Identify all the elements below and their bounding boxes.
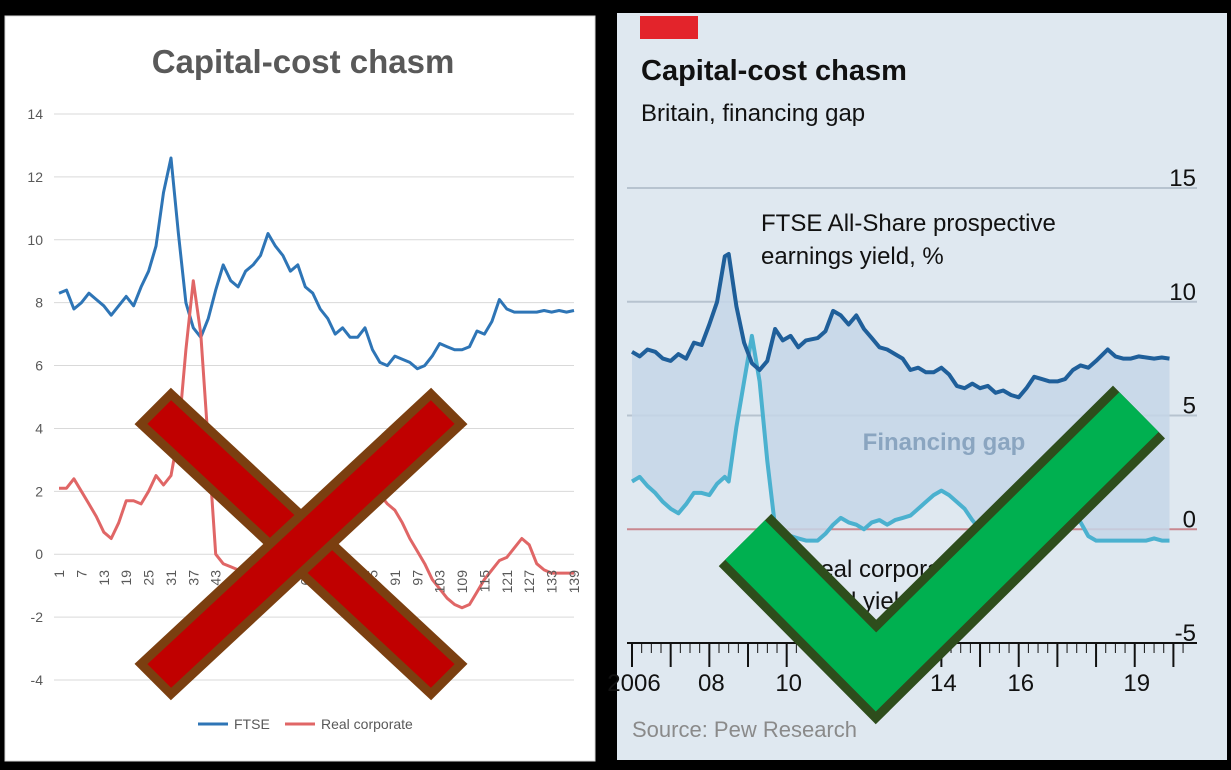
- right-x-tick-label-16: 16: [1007, 670, 1034, 697]
- left-y-tick-6: 6: [35, 358, 43, 374]
- left-legend: FTSE Real corporate: [198, 716, 413, 732]
- left-x-tick-91: 91: [387, 570, 403, 586]
- cross-mark-icon: [134, 387, 468, 701]
- left-y-tick-2: -2: [31, 609, 44, 625]
- left-y-tick-12: 12: [27, 169, 43, 185]
- right-chart-subtitle: Britain, financing gap: [641, 100, 865, 127]
- legend-label-ftse: FTSE: [234, 716, 270, 732]
- left-chart-background: [4, 15, 596, 762]
- right-x-tick-label-2006: 2006: [607, 670, 660, 697]
- left-x-tick-31: 31: [163, 570, 179, 586]
- left-chart-panel: Capital-cost chasm -4 -2 0 2 4 6 8 10 12 14 1 7 13 1…: [4, 15, 596, 762]
- right-y-tick-5: 5: [1183, 393, 1196, 420]
- left-y-tick-14: 14: [27, 106, 43, 122]
- left-x-tick-7: 7: [73, 570, 89, 578]
- right-x-tick-label-14: 14: [930, 670, 957, 697]
- left-x-tick-115: 115: [476, 570, 492, 593]
- left-y-tick-4: -4: [31, 672, 44, 688]
- left-x-tick-43: 43: [208, 570, 224, 586]
- ftse-series-label-line-2: earnings yield, %: [761, 243, 944, 270]
- right-x-tick-label-10: 10: [775, 670, 802, 697]
- left-x-tick-133: 133: [544, 570, 560, 594]
- left-y-tick-2: 2: [35, 483, 43, 499]
- right-y-tick-0: 0: [1183, 506, 1196, 533]
- left-x-tick-13: 13: [96, 570, 112, 586]
- left-series-line-ftse: [58, 156, 575, 371]
- left-y-tick-4: 4: [35, 420, 43, 436]
- left-y-tick-8: 8: [35, 295, 43, 311]
- accent-tag: [640, 16, 698, 39]
- left-x-tick-1: 1: [51, 570, 67, 578]
- ftse-series-label-line-1: FTSE All-Share prospective: [761, 210, 1056, 237]
- right-x-tick-label-19: 19: [1123, 670, 1150, 697]
- right-series-line-ftse-all-share-prospective-earnings-yield: [630, 252, 1170, 400]
- right-y-tick-5: -5: [1175, 620, 1196, 647]
- left-x-tick-121: 121: [499, 570, 515, 594]
- right-x-tick-label-08: 08: [698, 670, 725, 697]
- left-x-tick-19: 19: [118, 570, 134, 586]
- left-x-tick-127: 127: [521, 570, 537, 594]
- left-x-tick-97: 97: [409, 570, 425, 586]
- left-chart-title: Capital-cost chasm: [152, 43, 455, 80]
- right-y-tick-10: 10: [1169, 279, 1196, 306]
- left-grid: [54, 113, 574, 681]
- left-y-tick-0: 0: [35, 546, 43, 562]
- left-x-tick-37: 37: [185, 570, 201, 586]
- left-x-tick-139: 139: [566, 570, 582, 594]
- left-x-tick-25: 25: [141, 570, 157, 586]
- financing-gap-label: Financing gap: [863, 429, 1026, 456]
- left-x-tick-103: 103: [432, 570, 448, 594]
- right-y-axis: -5 0 5 10 15: [1169, 165, 1196, 647]
- right-y-tick-15: 15: [1169, 165, 1196, 192]
- left-x-tick-109: 109: [454, 570, 470, 594]
- check-mark-icon: [718, 385, 1166, 725]
- right-chart-title: Capital-cost chasm: [641, 55, 907, 87]
- source-note: Source: Pew Research: [632, 717, 857, 742]
- left-y-tick-10: 10: [27, 232, 43, 248]
- legend-label-real-corporate: Real corporate: [321, 716, 413, 732]
- left-y-axis: -4 -2 0 2 4 6 8 10 12 14: [27, 106, 43, 688]
